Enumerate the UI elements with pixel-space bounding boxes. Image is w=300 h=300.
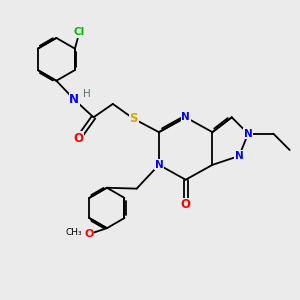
Text: S: S: [129, 112, 138, 125]
Text: O: O: [74, 132, 84, 145]
Text: N: N: [244, 129, 253, 139]
Text: H: H: [83, 89, 91, 99]
Text: O: O: [84, 229, 94, 239]
Text: N: N: [154, 160, 163, 170]
Text: CH₃: CH₃: [65, 228, 82, 237]
Text: Cl: Cl: [74, 27, 85, 37]
Text: N: N: [181, 112, 190, 122]
Text: N: N: [235, 151, 244, 161]
Text: O: O: [181, 199, 191, 212]
Text: N: N: [69, 93, 79, 106]
